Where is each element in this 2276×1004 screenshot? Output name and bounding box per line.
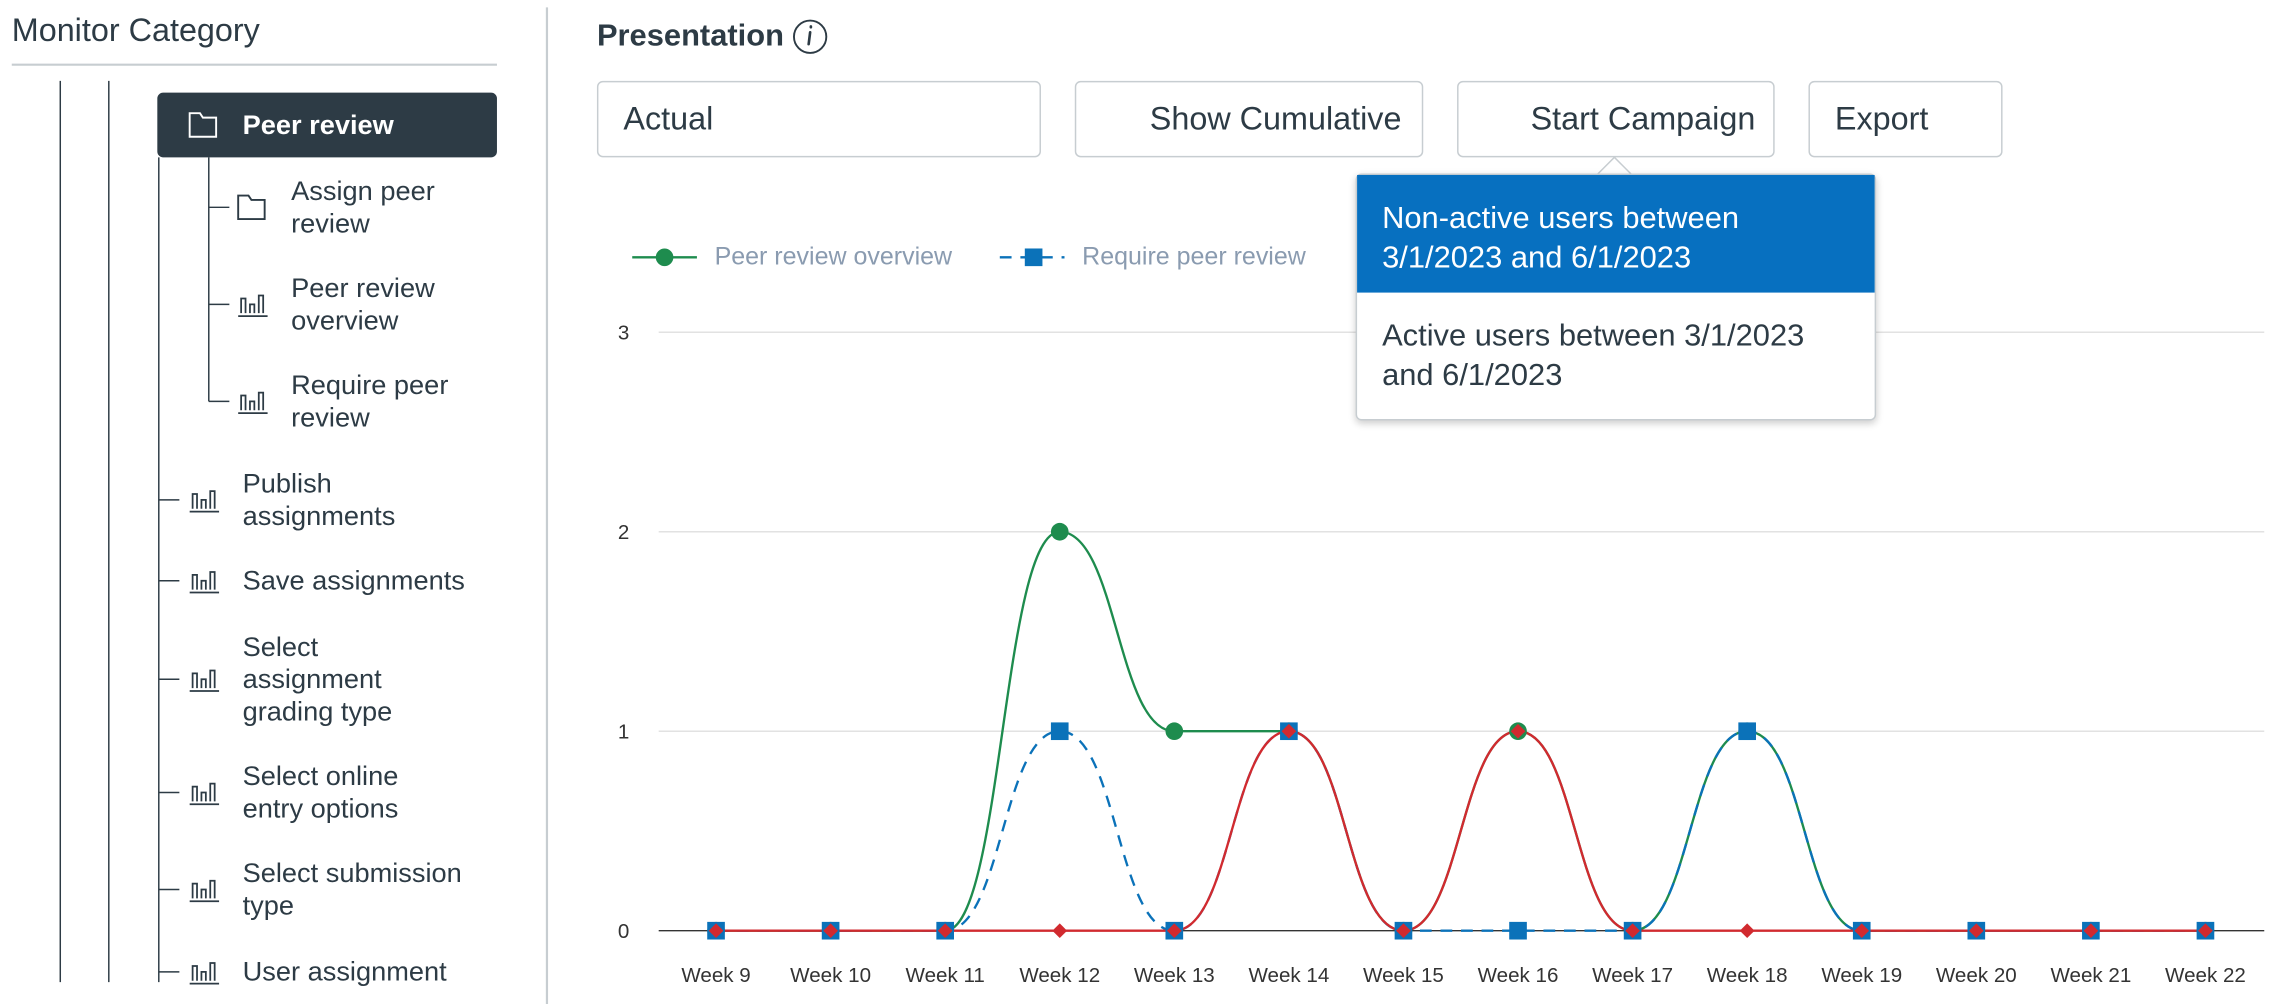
tree-item[interactable]: Require peer review [291,369,448,434]
x-tick-label: Week 15 [1363,964,1444,987]
chart-icon [238,294,268,317]
y-tick-label: 3 [618,322,629,345]
x-tick-label: Week 19 [1821,964,1902,987]
x-tick-label: Week 11 [906,964,985,987]
chart-icon [189,669,220,692]
point [1281,723,1297,739]
chart-icon [189,879,220,903]
button-label: Export [1834,99,1929,137]
info-icon [793,19,828,54]
item-label: review [291,401,370,433]
chart-icon [189,782,220,806]
folder-icon [188,112,218,138]
page-title: Presentation [596,19,784,53]
y-tick-label: 1 [618,721,629,744]
y-tick-label: 0 [618,920,629,943]
item-label: type [242,889,295,921]
point [1510,723,1526,739]
info-glyph [807,25,813,46]
x-tick-label: Week 9 [681,964,750,987]
point [1968,923,1984,939]
x-tick-label: Week 18 [1707,964,1788,987]
selected-highlight [157,92,497,158]
item-label: Select submission [242,857,462,889]
item-label: Select [242,630,319,662]
point [1165,722,1184,741]
sidebar-title: Monitor Category [11,11,260,49]
button-label: Show Cumulative [1149,99,1402,137]
item-label: Publish [242,467,332,499]
x-tick-label: Week 10 [790,964,871,987]
x-tick-label: Week 16 [1478,964,1559,987]
select-box[interactable]: Actual [596,80,1041,158]
series-line [716,730,2206,932]
x-tick-label: Week 20 [1936,964,2017,987]
item-label: overview [291,304,399,336]
point [708,923,724,939]
item-label: entry options [242,792,399,824]
menu-item[interactable]: Non-active users between 3/1/2023 and 6/… [1357,174,1875,293]
x-tick-label: Week 12 [1019,964,1100,987]
point [1625,923,1640,939]
item-label: Require peer [291,369,449,400]
point [1854,923,1870,939]
x-tick-label: Week 21 [2050,964,2131,987]
item-label: review [291,207,370,239]
export-button[interactable]: Export [1808,80,2003,158]
item-label: assignments [242,499,396,531]
folder-icon [237,194,266,221]
tree-item[interactable]: Select online entry options [243,760,399,825]
chart-icon [189,571,220,594]
item-label: Select online [242,760,399,792]
item-label: Assign peer [291,174,435,206]
tree-item[interactable]: Select submission type [243,857,462,922]
button-label: Start Campaign [1530,99,1756,137]
x-tick-label: Week 17 [1592,964,1673,987]
campaign-button[interactable]: Start Campaign [1457,80,1775,158]
legend-symbol [655,248,674,267]
item-label: User assignment [242,955,447,987]
tree-item[interactable]: Save assignments [243,565,465,597]
item-label: Peer review [291,272,435,303]
select-value: Actual [623,99,714,137]
point [1050,722,1069,741]
y-tick-label: 2 [618,521,629,544]
x-tick-label: Week 13 [1134,964,1215,987]
cumulative-button[interactable]: Show Cumulative [1074,80,1424,158]
legend-label: Require peer review [1082,242,1306,271]
tree-item[interactable]: Publish assignments [243,468,396,533]
tree-item[interactable]: Assign peer review [291,175,435,240]
item-label: Peer review [242,108,394,140]
chart-icon [189,962,220,985]
menu-pointer [1596,156,1633,176]
menu-item[interactable]: Active users between 3/1/2023 and 6/1/20… [1382,319,1805,393]
item-label: grading type [242,695,393,727]
item-label: assignment [242,663,382,694]
point [823,923,838,939]
dropdown-menu: Non-active users between 3/1/2023 and 6/… [1355,173,1877,421]
point [1739,923,1755,939]
chart-icon [238,391,268,415]
x-tick-label: Week 14 [1248,964,1329,987]
item-label: Save assignments [242,564,465,596]
legend-label: Peer review overview [714,242,953,271]
point [1396,923,1411,939]
point [1052,923,1068,939]
tree-item[interactable]: Peer review [243,109,394,141]
tree-item[interactable]: Peer review overview [291,272,435,337]
point [1050,522,1069,541]
x-tick-label: Week 22 [2165,964,2246,987]
tree-item[interactable]: User assignment [243,956,447,988]
legend-symbol [1024,248,1043,267]
point [1509,921,1527,940]
point [1166,923,1182,939]
point [1738,722,1756,741]
chart-icon [189,490,220,513]
tree-item[interactable]: Select assignment grading type [243,631,393,728]
